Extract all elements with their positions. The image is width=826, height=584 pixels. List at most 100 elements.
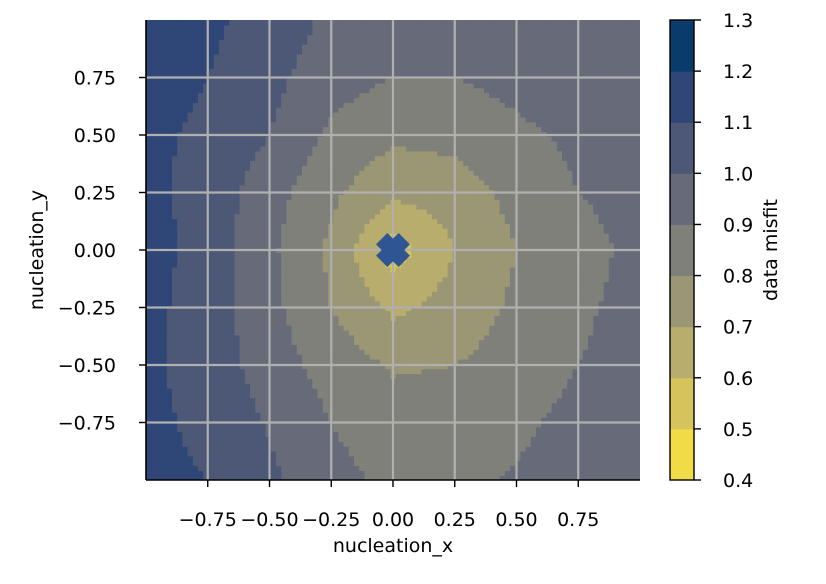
contour-cell: [551, 344, 558, 350]
contour-cell: [369, 373, 376, 379]
contour-cell: [208, 300, 215, 307]
contour-cell: [276, 421, 282, 428]
contour-cell: [577, 460, 584, 467]
contour-cell: [338, 417, 345, 423]
contour-cell: [400, 266, 407, 273]
contour-cell: [577, 402, 584, 408]
contour-cell: [177, 252, 183, 258]
contour-cell: [234, 276, 241, 283]
contour-cell: [562, 252, 568, 258]
contour-cell: [588, 233, 594, 239]
contour-cell: [374, 460, 381, 467]
contour-cell: [468, 325, 475, 331]
contour-cell: [520, 329, 527, 336]
contour-cell: [322, 223, 329, 229]
contour-cell: [572, 344, 579, 350]
contour-cell: [385, 349, 391, 355]
contour-cell: [494, 417, 501, 423]
contour-cell: [520, 300, 527, 307]
contour-cell: [629, 470, 636, 476]
contour-cell: [364, 257, 371, 263]
contour-cell: [307, 402, 313, 408]
contour-cell: [255, 329, 261, 336]
contour-cell: [406, 276, 412, 283]
contour-cell: [603, 296, 610, 302]
contour-cell: [317, 252, 324, 258]
contour-cell: [593, 344, 599, 350]
contour-cell: [333, 242, 339, 249]
contour-cell: [395, 402, 402, 408]
contour-cell: [525, 310, 532, 316]
contour-cell: [614, 310, 620, 316]
contour-cell: [426, 388, 433, 394]
contour-cell: [520, 465, 527, 471]
contour-cell: [322, 436, 329, 442]
contour-cell: [172, 465, 178, 471]
contour-cell: [504, 228, 511, 234]
contour-cell: [473, 242, 480, 249]
contour-cell: [218, 266, 225, 273]
contour-cell: [177, 373, 183, 379]
contour-cell: [229, 266, 235, 273]
contour-cell: [343, 412, 350, 418]
contour-cell: [354, 233, 360, 239]
contour-cell: [359, 412, 365, 418]
contour-cell: [172, 252, 178, 258]
contour-cell: [307, 266, 313, 273]
contour-cell: [364, 363, 371, 370]
contour-cell: [619, 296, 625, 302]
contour-cell: [239, 291, 246, 297]
contour-cell: [582, 397, 589, 404]
contour-cell: [307, 388, 313, 394]
contour-cell: [525, 436, 532, 442]
contour-cell: [458, 276, 464, 283]
contour-cell: [406, 450, 412, 457]
contour-cell: [556, 475, 563, 480]
contour-cell: [494, 388, 501, 394]
contour-cell: [198, 349, 204, 355]
contour-cell: [494, 300, 501, 307]
contour-cell: [348, 460, 355, 467]
contour-cell: [582, 417, 589, 423]
contour-cell: [478, 310, 485, 316]
contour-cell: [156, 276, 163, 283]
contour-cell: [588, 344, 594, 350]
contour-cell: [182, 262, 189, 268]
contour-cell: [494, 383, 501, 389]
contour-cell: [177, 455, 183, 462]
contour-cell: [572, 421, 579, 428]
contour-cell: [359, 470, 365, 476]
contour-cell: [515, 441, 521, 447]
contour-cell: [634, 233, 640, 239]
contour-cell: [369, 233, 376, 239]
contour-cell: [593, 373, 599, 379]
contour-cell: [515, 300, 521, 307]
contour-cell: [172, 436, 178, 442]
contour-cell: [380, 378, 386, 384]
contour-cell: [333, 252, 339, 258]
contour-cell: [260, 358, 267, 365]
contour-cell: [161, 465, 168, 471]
contour-cell: [260, 339, 267, 346]
contour-cell: [172, 286, 178, 292]
contour-cell: [255, 446, 261, 452]
contour-cell: [562, 329, 568, 336]
contour-cell: [172, 300, 178, 307]
contour-cell: [624, 421, 631, 428]
contour-cell: [530, 296, 537, 302]
contour-cell: [364, 402, 371, 408]
contour-cell: [588, 363, 594, 370]
contour-cell: [218, 470, 225, 476]
contour-cell: [608, 441, 615, 447]
contour-cell: [244, 242, 251, 249]
contour-cell: [510, 281, 516, 287]
contour-cell: [530, 378, 537, 384]
contour-cell: [546, 315, 553, 321]
contour-cell: [546, 339, 553, 346]
contour-cell: [244, 237, 251, 244]
contour-cell: [166, 286, 173, 292]
contour-cell: [546, 446, 553, 452]
contour-cell: [224, 325, 230, 331]
contour-cell: [525, 475, 532, 480]
contour-cell: [536, 475, 542, 480]
